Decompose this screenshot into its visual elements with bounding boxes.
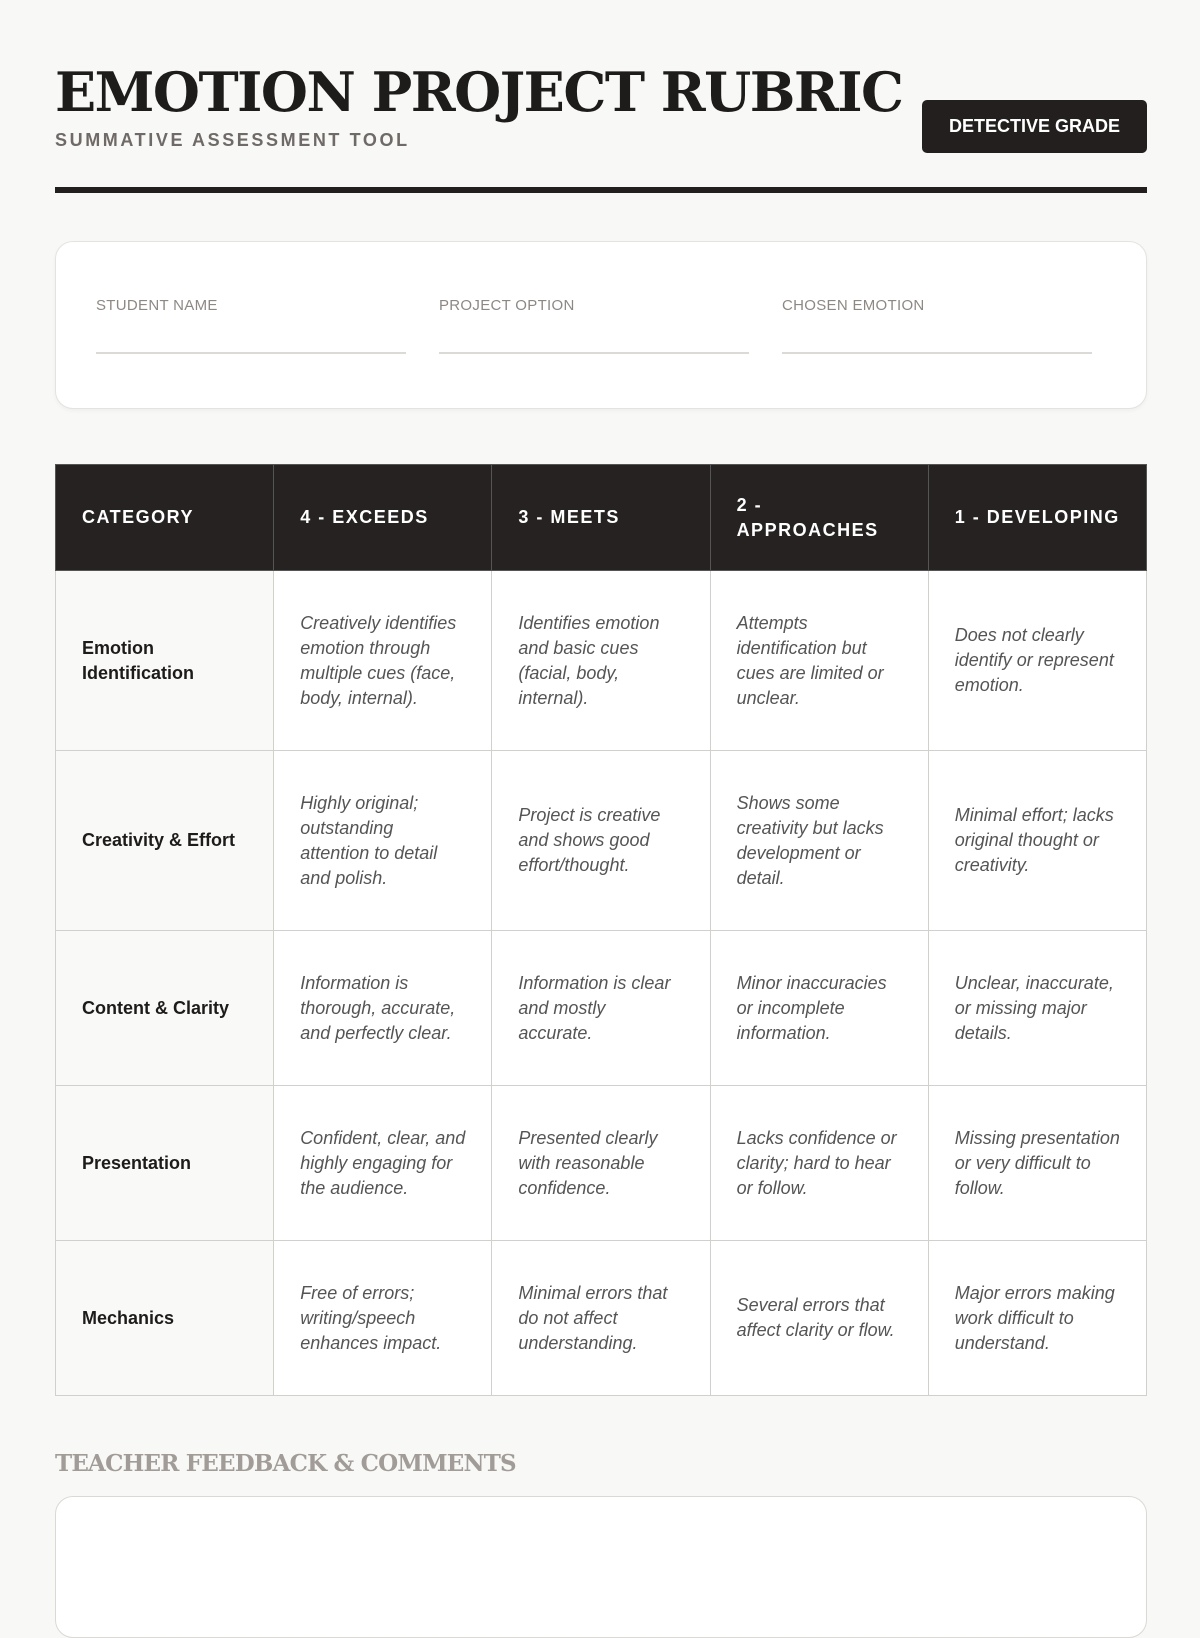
table-row: Presentation Confident, clear, and highly… xyxy=(54,1085,1148,1241)
category-cell: Emotion Identification xyxy=(54,570,275,751)
column-header: 3 - MEETS xyxy=(491,464,711,571)
column-header: 4 - EXCEEDS xyxy=(273,464,493,571)
student-name-input[interactable] xyxy=(96,352,406,354)
rubric-table: CATEGORY 4 - EXCEEDS 3 - MEETS 2 - APPROACH… xyxy=(54,464,1148,1396)
criteria-cell: Highly original; outstanding attention t… xyxy=(273,750,493,931)
criteria-cell: Unclear, inaccurate, or missing major de… xyxy=(927,930,1148,1086)
criteria-cell: Project is creative and shows good effor… xyxy=(491,750,711,931)
student-info-card: STUDENT NAME PROJECT OPTION CHOSEN EMOTI… xyxy=(55,241,1147,409)
criteria-cell: Lacks confidence or clarity; hard to hea… xyxy=(709,1085,929,1241)
chosen-emotion-input[interactable] xyxy=(782,352,1092,354)
criteria-cell: Several errors that affect clarity or fl… xyxy=(709,1240,929,1396)
criteria-cell: Information is clear and mostly accurate… xyxy=(491,930,711,1086)
detective-grade-badge: DETECTIVE GRADE xyxy=(921,100,1147,153)
criteria-cell: Minor inaccuracies or incomplete informa… xyxy=(709,930,929,1086)
criteria-cell: Creatively identifies emotion through mu… xyxy=(273,570,493,751)
table-row: Creativity & Effort Highly original; outs… xyxy=(54,750,1148,931)
column-header: CATEGORY xyxy=(54,464,275,571)
criteria-cell: Major errors making work difficult to un… xyxy=(927,1240,1148,1396)
field-label: STUDENT NAME xyxy=(96,297,218,314)
criteria-cell: Presented clearly with reasonable confid… xyxy=(491,1085,711,1241)
column-header: 2 - APPROACHES xyxy=(709,464,929,571)
page-title: EMOTION PROJECT RUBRIC xyxy=(55,60,904,124)
criteria-cell: Identifies emotion and basic cues (facia… xyxy=(491,570,711,751)
table-row: Mechanics Free of errors; writing/speech … xyxy=(54,1240,1148,1396)
table-row: Emotion Identification Creatively identif… xyxy=(54,570,1148,751)
category-cell: Content & Clarity xyxy=(54,930,275,1086)
feedback-label: TEACHER FEEDBACK & COMMENTS xyxy=(55,1450,517,1477)
category-cell: Mechanics xyxy=(54,1240,275,1396)
criteria-cell: Information is thorough, accurate, and p… xyxy=(273,930,493,1086)
category-cell: Creativity & Effort xyxy=(54,750,275,931)
criteria-cell: Missing presentation or very difficult t… xyxy=(927,1085,1148,1241)
criteria-cell: Free of errors; writing/speech enhances … xyxy=(273,1240,493,1396)
table-row: Content & Clarity Information is thorough… xyxy=(54,930,1148,1086)
page-header: EMOTION PROJECT RUBRIC SUMMATIVE ASSESSM… xyxy=(55,52,1147,193)
category-cell: Presentation xyxy=(54,1085,275,1241)
page-subtitle: SUMMATIVE ASSESSMENT TOOL xyxy=(55,130,410,150)
criteria-cell: Attempts identification but cues are lim… xyxy=(709,570,929,751)
header-row: CATEGORY 4 - EXCEEDS 3 - MEETS 2 - APPROACH… xyxy=(54,464,1148,571)
criteria-cell: Does not clearly identify or represent e… xyxy=(927,570,1148,751)
project-option-field[interactable]: PROJECT OPTION xyxy=(439,297,749,354)
criteria-cell: Minimal errors that do not affect unders… xyxy=(491,1240,711,1396)
project-option-input[interactable] xyxy=(439,352,749,354)
chosen-emotion-field[interactable]: CHOSEN EMOTION xyxy=(782,297,1092,354)
criteria-cell: Shows some creativity but lacks developm… xyxy=(709,750,929,931)
feedback-textarea[interactable] xyxy=(55,1496,1147,1638)
field-label: PROJECT OPTION xyxy=(439,297,575,314)
field-label: CHOSEN EMOTION xyxy=(782,297,925,314)
column-header: 1 - DEVELOPING xyxy=(927,464,1148,571)
student-name-field[interactable]: STUDENT NAME xyxy=(96,297,406,354)
criteria-cell: Confident, clear, and highly engaging fo… xyxy=(273,1085,493,1241)
criteria-cell: Minimal effort; lacks original thought o… xyxy=(927,750,1148,931)
